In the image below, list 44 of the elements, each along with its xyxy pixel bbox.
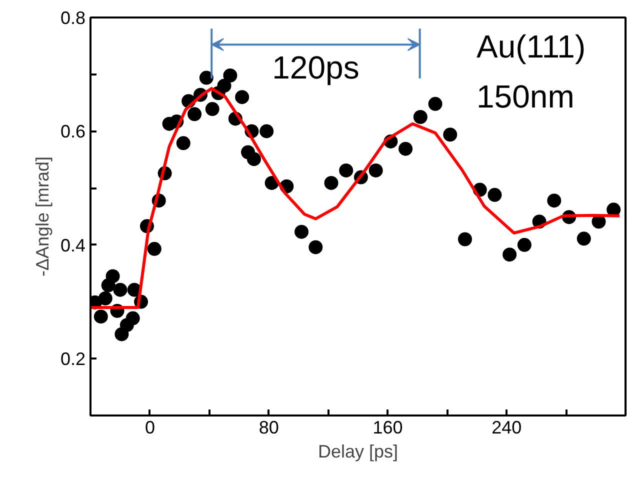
- y-axis-title: -ΔAngle [mrad]: [32, 156, 52, 277]
- point: [106, 269, 120, 284]
- point: [294, 224, 309, 239]
- point: [324, 176, 338, 190]
- y-tick-label: 0.6: [60, 122, 86, 142]
- annotation: 120ps: [272, 49, 360, 86]
- x-axis-title: Delay [ps]: [318, 442, 398, 462]
- x-tick-label: 80: [258, 418, 279, 438]
- point: [547, 194, 562, 208]
- x-tick-label: 240: [492, 418, 522, 438]
- point: [94, 310, 108, 324]
- line-series: [90, 87, 622, 309]
- x-tick-label: 160: [372, 418, 403, 438]
- x-tick-label: 0: [144, 418, 155, 438]
- point: [428, 96, 442, 111]
- point: [398, 142, 413, 156]
- point: [502, 248, 517, 262]
- point: [205, 102, 220, 116]
- point: [126, 311, 140, 326]
- point: [235, 90, 250, 104]
- point: [199, 70, 214, 85]
- point: [576, 232, 591, 246]
- point: [443, 128, 458, 142]
- point: [308, 240, 323, 254]
- point: [217, 78, 232, 93]
- point: [98, 291, 112, 306]
- point: [113, 282, 128, 297]
- point: [458, 232, 472, 246]
- point: [223, 68, 238, 82]
- point: [488, 188, 502, 202]
- y-tick-label: 0.4: [60, 235, 86, 256]
- point: [188, 107, 202, 122]
- point: [368, 163, 383, 178]
- annotation: 150nm: [476, 78, 574, 114]
- point: [176, 136, 190, 150]
- point: [413, 110, 428, 124]
- annotation: Au(111): [476, 28, 586, 64]
- point: [339, 163, 354, 178]
- y-tick-label: 0.8: [60, 8, 86, 28]
- point: [147, 242, 162, 256]
- point: [260, 124, 274, 138]
- y-tick-label: 0.2: [60, 349, 86, 370]
- point: [517, 238, 532, 252]
- point: [246, 152, 261, 166]
